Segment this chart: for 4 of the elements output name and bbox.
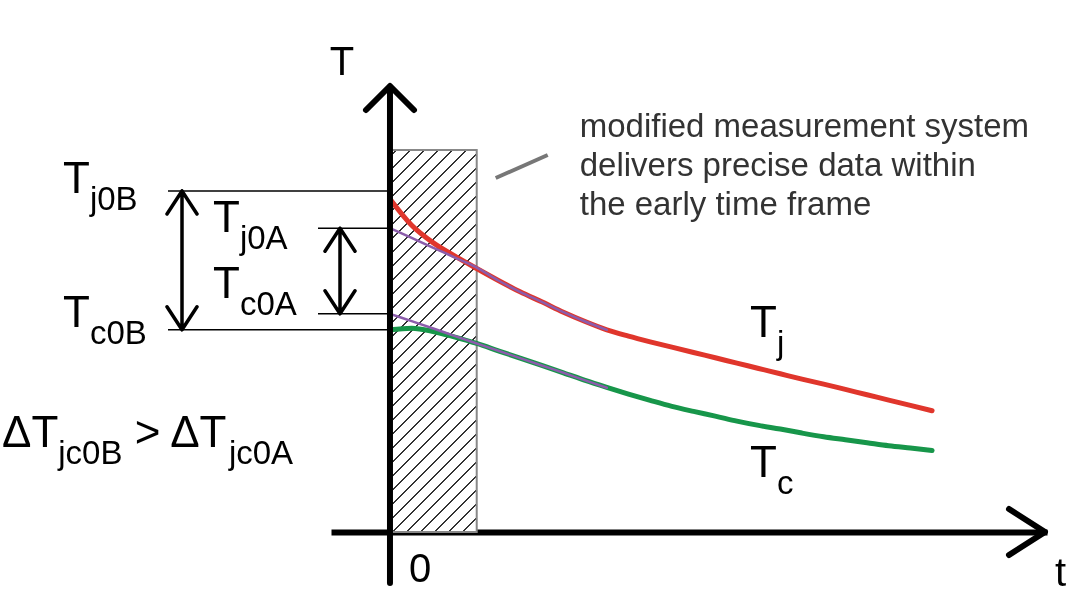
text: 0: [408, 546, 432, 590]
x-axis-title: t: [1054, 549, 1067, 591]
y-axis-title: T: [329, 39, 355, 83]
annotation: modified measurement system delivers precise data within the early time frame: [579, 107, 1030, 222]
